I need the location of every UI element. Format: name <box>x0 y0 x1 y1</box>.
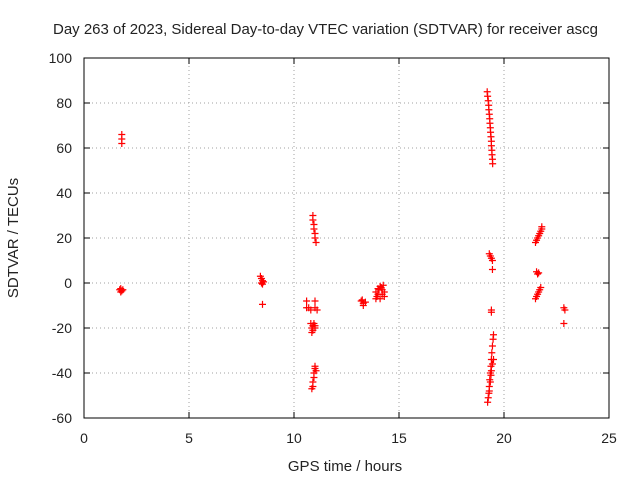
data-point <box>117 288 125 296</box>
data-point <box>535 269 543 277</box>
data-point <box>307 306 315 314</box>
data-point <box>308 385 316 393</box>
y-tick-label: 0 <box>64 275 72 291</box>
data-point <box>486 378 494 386</box>
data-point <box>487 308 495 316</box>
data-point <box>118 287 126 295</box>
data-point <box>485 387 493 395</box>
x-tick-label: 15 <box>391 430 407 446</box>
data-point <box>560 320 568 327</box>
data-point <box>309 216 317 224</box>
data-point <box>312 239 320 246</box>
data-point <box>490 356 497 363</box>
data-point <box>537 284 545 291</box>
data-point <box>489 160 497 168</box>
data-point <box>488 360 496 368</box>
data-point <box>561 306 569 314</box>
plot-area-frame <box>83 57 610 419</box>
data-point <box>484 394 492 402</box>
data-point <box>311 324 319 332</box>
data-point <box>534 270 542 278</box>
data-points <box>116 88 569 406</box>
x-tick-label: 20 <box>496 430 512 446</box>
data-point <box>484 92 492 100</box>
data-point <box>378 286 386 294</box>
y-tick-label: 100 <box>49 50 73 66</box>
x-tick-label: 5 <box>185 430 193 446</box>
y-tick-label: 60 <box>56 140 72 156</box>
y-tick-label: -40 <box>52 365 72 381</box>
y-tick-label: 20 <box>56 230 72 246</box>
data-point <box>488 257 496 264</box>
data-point <box>488 342 496 350</box>
data-point <box>374 285 382 293</box>
y-axis-title: SDTVAR / TECUs <box>5 178 22 298</box>
y-tick-label: -20 <box>52 320 72 336</box>
y-tick-label: 80 <box>56 95 72 111</box>
data-point <box>361 298 369 306</box>
data-point <box>310 320 318 327</box>
data-point <box>310 374 318 381</box>
data-point <box>488 349 496 357</box>
data-point <box>379 281 387 289</box>
data-point <box>303 297 311 305</box>
x-tick-label: 25 <box>601 430 617 446</box>
data-point <box>380 293 388 300</box>
data-point <box>308 329 316 336</box>
x-tick-label: 0 <box>80 430 88 446</box>
grid-lines <box>84 58 609 418</box>
data-point <box>312 367 320 375</box>
data-point <box>372 295 380 303</box>
y-axis: -60 -40 -20 0 20 40 60 80 100 <box>49 50 609 426</box>
x-tick-label: 10 <box>286 430 302 446</box>
y-tick-label: 40 <box>56 185 72 201</box>
chart-title: Day 263 of 2023, Sidereal Day-to-day VTE… <box>53 21 598 38</box>
data-point <box>311 297 319 305</box>
data-point <box>313 306 321 314</box>
data-point <box>310 225 318 233</box>
data-point <box>259 300 266 308</box>
data-point <box>487 371 495 379</box>
data-point <box>311 234 319 242</box>
data-point <box>118 140 126 147</box>
data-point <box>484 398 492 406</box>
data-point <box>538 223 546 231</box>
x-axis: 0 5 10 15 20 25 <box>80 58 617 446</box>
data-point <box>260 278 268 286</box>
data-point <box>488 266 496 273</box>
data-point <box>489 335 497 343</box>
x-axis-title: GPS time / hours <box>288 458 402 475</box>
y-tick-label: -60 <box>52 410 72 426</box>
